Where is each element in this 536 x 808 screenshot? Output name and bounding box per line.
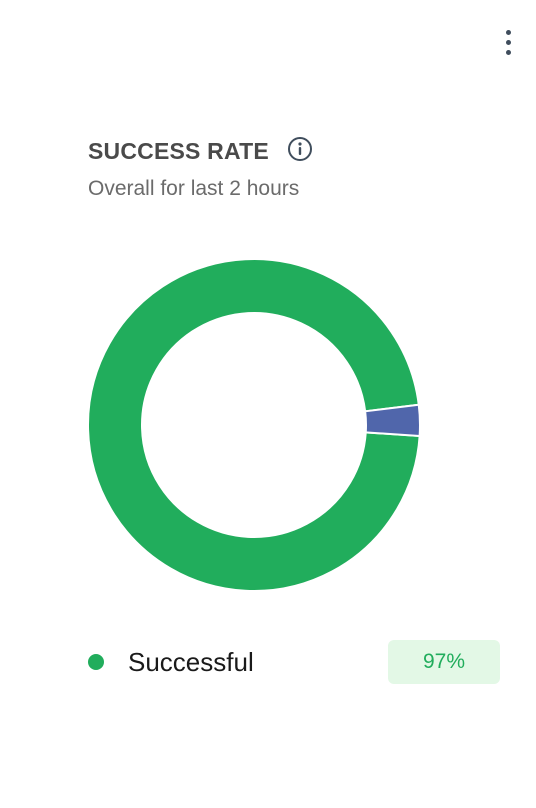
donut-slice-successful xyxy=(87,258,421,592)
more-vertical-icon xyxy=(505,29,511,35)
more-vertical-icon-dot xyxy=(505,49,511,55)
success-rate-donut-chart xyxy=(87,258,421,592)
info-icon[interactable] xyxy=(287,136,313,162)
chart-subtitle: Overall for last 2 hours xyxy=(88,177,300,200)
more-options-button[interactable] xyxy=(496,24,520,60)
card-header: SUCCESS RATE Overall for last 2 hours xyxy=(88,136,313,201)
donut-slice-other xyxy=(364,403,421,438)
chart-legend: Successful 97% xyxy=(88,640,500,684)
more-vertical-icon-dot xyxy=(505,39,511,45)
chart-title: SUCCESS RATE xyxy=(88,138,269,164)
legend-marker-successful xyxy=(88,654,104,670)
legend-label-successful: Successful xyxy=(128,646,254,677)
success-percent-badge: 97% xyxy=(388,640,500,684)
